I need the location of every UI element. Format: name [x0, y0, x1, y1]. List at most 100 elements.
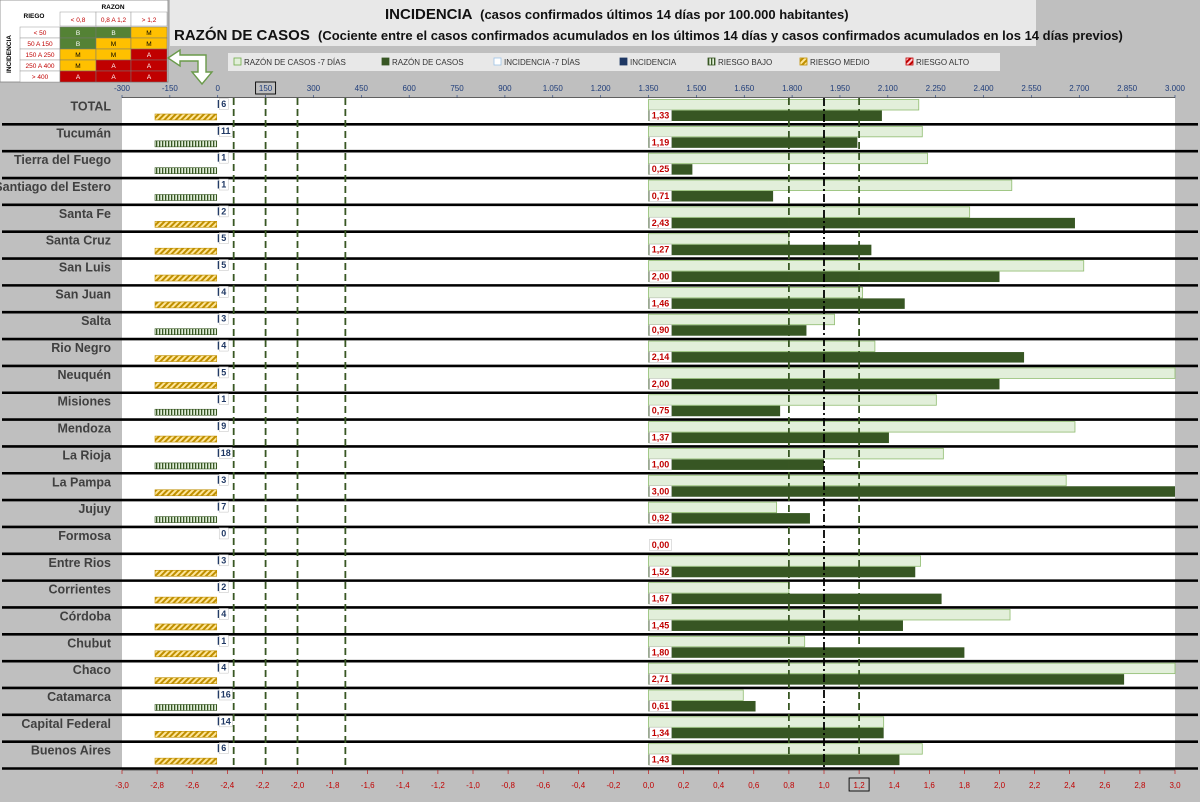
ratio-label: 3,00	[652, 486, 670, 496]
bar-risk	[154, 731, 218, 738]
ratio-label-box	[649, 592, 672, 605]
category-label: Formosa	[58, 529, 112, 543]
bar-risk	[154, 355, 218, 362]
legend-entry: INCIDENCIA -7 DÍAS	[504, 58, 580, 67]
bar-ratio	[648, 700, 756, 712]
top-axis-tick: 2.700	[1069, 84, 1090, 93]
legend-entry: INCIDENCIA	[630, 58, 677, 67]
bar-incidence	[217, 609, 220, 618]
category-label: Tierra del Fuego	[14, 153, 111, 167]
table-row: Salta 0,90 3	[2, 312, 1198, 341]
incidence-label: 1	[221, 153, 226, 163]
bar-ratio-prev	[648, 340, 876, 352]
bar-ratio	[648, 244, 872, 256]
bar-ratio-prev	[648, 206, 971, 218]
bottom-axis-tick: -2,4	[220, 781, 234, 790]
ratio-label-box	[649, 217, 672, 229]
reference-lines	[232, 98, 860, 769]
bar-incidence	[217, 368, 220, 377]
table-row: Santa Fe 2,43 2	[2, 205, 1198, 233]
bar-incidence	[217, 153, 220, 162]
risk-table-incidencia-header: INCIDENCIA	[6, 35, 13, 73]
bar-risk	[154, 489, 218, 497]
risk-table-cell-value: M	[75, 63, 80, 70]
bar-risk	[154, 650, 218, 658]
legend-background	[228, 53, 1000, 71]
risk-table-cell-value: A	[76, 74, 81, 81]
ratio-label-box	[649, 753, 672, 766]
ratio-label-box	[649, 351, 672, 363]
incidence-label: 6	[221, 99, 226, 109]
incidence-label: 14	[221, 716, 231, 726]
incidence-label-box	[218, 232, 229, 244]
table-row: Jujuy 0,92 7	[2, 500, 1198, 529]
table-row: Catamarca 0,61 16	[2, 688, 1198, 717]
bar-ratio-prev	[648, 367, 1176, 379]
incidence-label: 1	[221, 180, 226, 190]
top-axis-tick: 1.500	[686, 84, 707, 93]
bar-risk	[154, 221, 218, 228]
legend-swatch	[233, 57, 242, 66]
risk-table-row-label: 250 A 400	[26, 63, 55, 70]
bar-ratio	[648, 432, 889, 444]
bar-risk	[154, 194, 218, 201]
bar-ratio	[648, 378, 1000, 390]
bar-ratio-prev	[648, 313, 835, 326]
incidence-label: 18	[221, 448, 231, 458]
ratio-label: 1,33	[652, 111, 670, 121]
bar-incidence	[217, 207, 220, 216]
incidence-label: 11	[221, 126, 231, 136]
bottom-axis-tick: -1,8	[326, 781, 340, 790]
incidence-label-box	[218, 581, 229, 593]
ratio-label: 2,14	[652, 352, 670, 362]
bar-ratio	[648, 459, 824, 470]
ratio-label: 2,71	[652, 674, 670, 684]
ratio-label: 1,46	[652, 298, 670, 308]
bar-risk	[154, 167, 218, 174]
ratio-label: 0,92	[652, 513, 670, 523]
ratio-label: 2,00	[652, 379, 670, 389]
incidence-label-box	[218, 178, 229, 191]
incidence-label-box	[218, 527, 229, 540]
ratio-label-box	[649, 566, 672, 578]
legend-entry: RAZÓN DE CASOS -7 DÍAS	[244, 58, 346, 67]
incidence-label: 7	[221, 502, 226, 512]
top-axis-tick: 1.650	[734, 84, 755, 93]
top-axis-tick: 2.550	[1021, 84, 1042, 93]
incidence-label: 0	[221, 528, 226, 538]
legend: RAZÓN DE CASOS -7 DÍAS RAZÓN DE CASOS INCI…	[228, 53, 1000, 71]
incidence-label-box	[218, 339, 229, 352]
table-row: Misiones 0,75 1	[2, 393, 1198, 421]
incidence-label-box	[218, 742, 229, 754]
bar-risk	[154, 516, 218, 523]
ratio-label: 0,25	[652, 164, 670, 174]
risk-table-row-label: < 50	[34, 30, 47, 37]
bottom-axis-tick: 2,2	[1029, 781, 1041, 790]
incidence-label-box	[218, 393, 229, 405]
bar-risk	[154, 704, 218, 711]
risk-table-col-header: > 1,2	[142, 17, 157, 24]
top-axis-tick: 900	[498, 84, 512, 93]
category-label: Chaco	[73, 663, 112, 677]
bar-risk	[154, 462, 218, 470]
ratio-label: 0,00	[652, 540, 670, 550]
ratio-label: 1,00	[652, 459, 670, 469]
bar-ratio	[648, 110, 882, 121]
ratio-label-box	[649, 163, 672, 175]
bar-incidence	[217, 502, 220, 511]
table-row: Corrientes 1,67 2	[2, 581, 1198, 609]
incidence-label: 2	[221, 206, 226, 216]
incidence-label: 4	[221, 663, 226, 673]
incidence-label-box	[218, 635, 229, 647]
risk-table-cell-value: A	[147, 74, 152, 81]
bar-ratio-prev	[648, 233, 790, 245]
risk-table-cell-value: A	[111, 63, 116, 70]
category-label: Mendoza	[58, 422, 113, 436]
category-label: Jujuy	[78, 502, 111, 516]
title-line-1: INCIDENCIA (casos confirmados últimos 14…	[385, 6, 849, 23]
incidence-label-box	[218, 608, 229, 620]
top-axis-tick: 150	[259, 84, 273, 93]
bar-ratio-prev	[648, 474, 1067, 487]
